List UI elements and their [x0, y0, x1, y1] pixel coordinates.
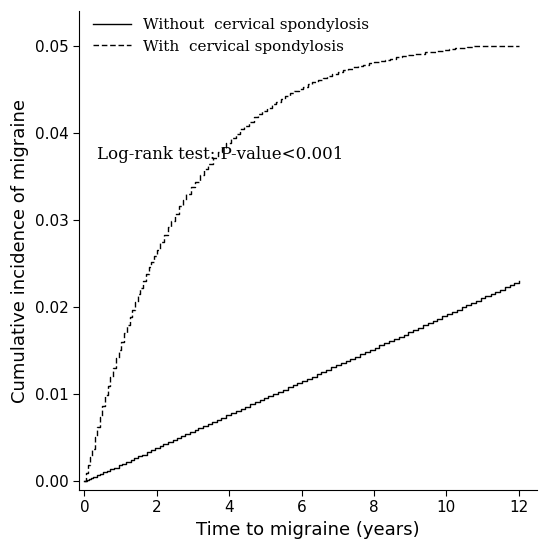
With  cervical spondylosis	[476, 43, 483, 50]
Without  cervical spondylosis	[96, 472, 103, 478]
With  cervical spondylosis	[102, 392, 109, 399]
Line: Without  cervical spondylosis: Without cervical spondylosis	[84, 281, 519, 481]
Text: Log-rank test: P-value<0.001: Log-rank test: P-value<0.001	[97, 146, 344, 163]
With  cervical spondylosis	[516, 43, 522, 50]
Legend: Without  cervical spondylosis, With  cervical spondylosis: Without cervical spondylosis, With cervi…	[93, 18, 369, 54]
With  cervical spondylosis	[210, 155, 216, 161]
Without  cervical spondylosis	[448, 309, 455, 315]
Without  cervical spondylosis	[467, 302, 474, 309]
With  cervical spondylosis	[83, 478, 89, 485]
With  cervical spondylosis	[81, 478, 88, 485]
With  cervical spondylosis	[464, 44, 471, 51]
Without  cervical spondylosis	[81, 478, 88, 485]
Line: With  cervical spondylosis: With cervical spondylosis	[84, 46, 519, 481]
Without  cervical spondylosis	[516, 278, 522, 284]
Without  cervical spondylosis	[294, 380, 300, 387]
X-axis label: Time to migraine (years): Time to migraine (years)	[196, 521, 420, 539]
Y-axis label: Cumulative incidence of migraine: Cumulative incidence of migraine	[11, 98, 29, 403]
With  cervical spondylosis	[188, 191, 195, 197]
Without  cervical spondylosis	[420, 324, 426, 331]
With  cervical spondylosis	[264, 104, 271, 111]
Without  cervical spondylosis	[178, 432, 185, 439]
